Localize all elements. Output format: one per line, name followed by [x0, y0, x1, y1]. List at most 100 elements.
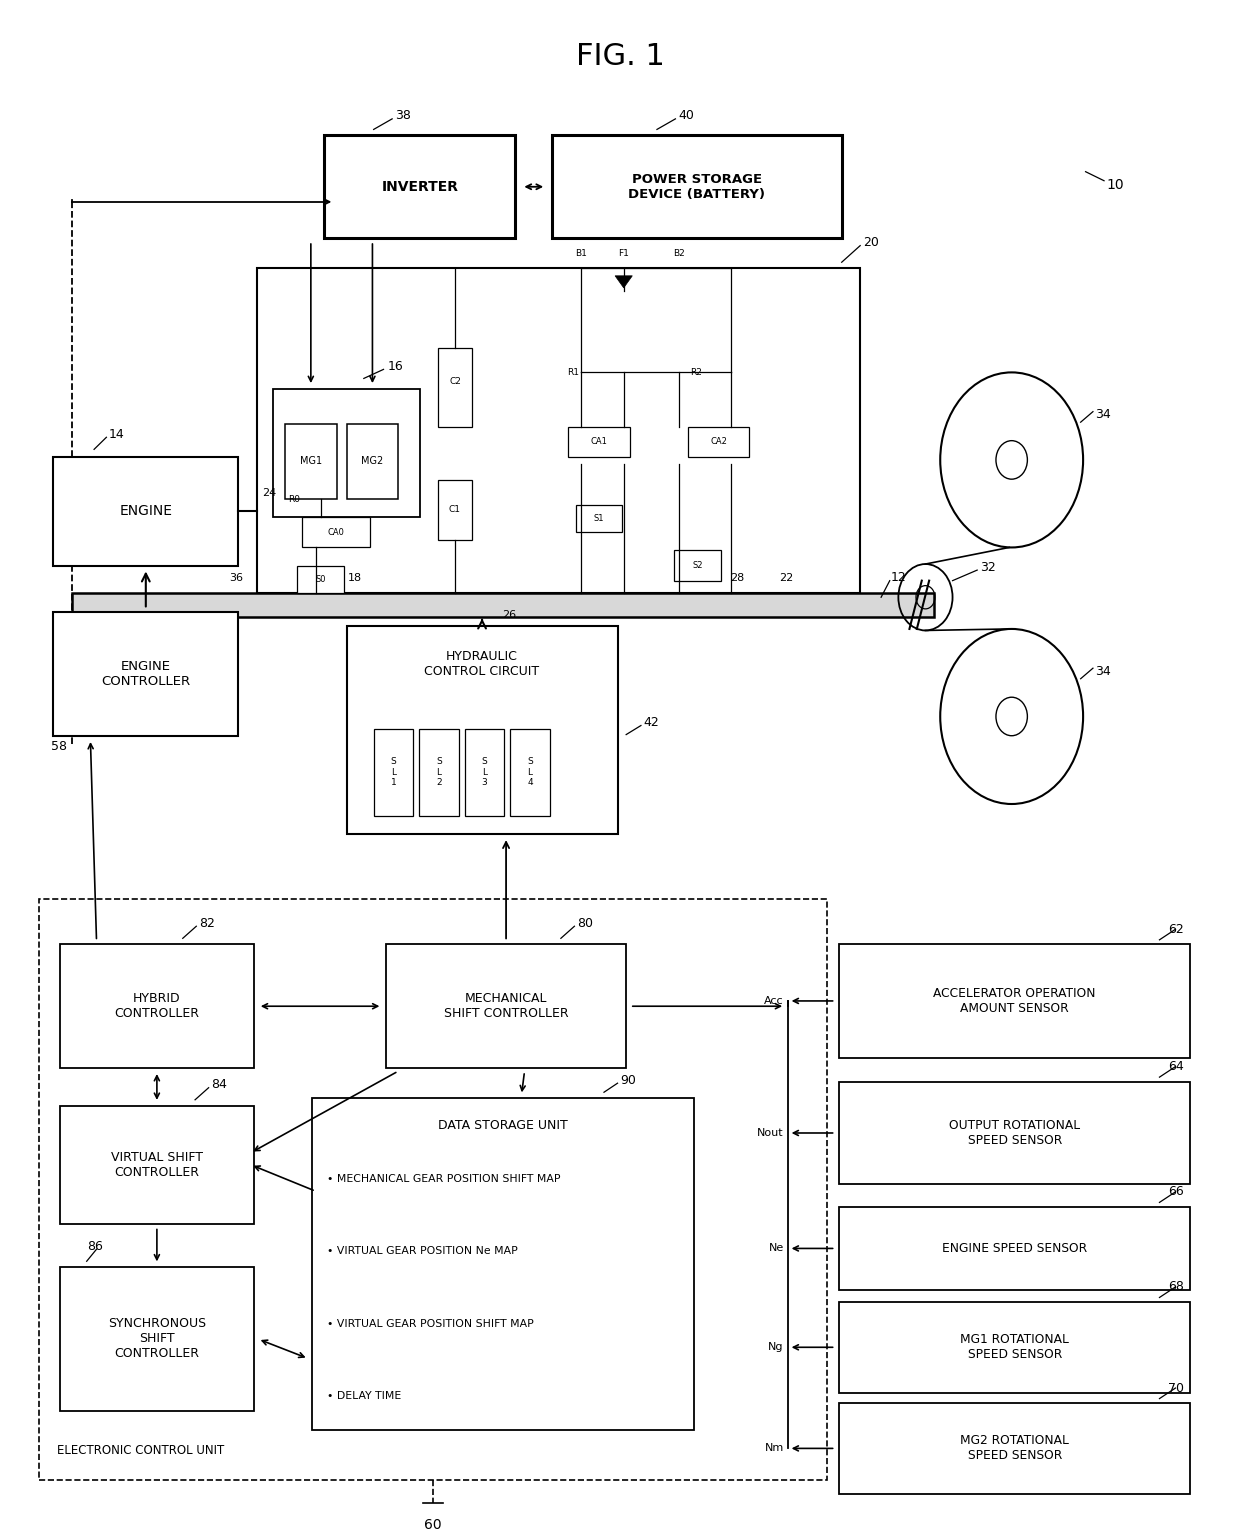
Bar: [373, 729, 413, 817]
Bar: [568, 427, 630, 457]
Text: Nout: Nout: [758, 1128, 784, 1137]
Text: • VIRTUAL GEAR POSITION Ne MAP: • VIRTUAL GEAR POSITION Ne MAP: [327, 1246, 517, 1256]
Text: 26: 26: [502, 611, 516, 620]
Text: R2: R2: [691, 368, 702, 378]
Bar: [72, 593, 934, 617]
Text: MECHANICAL
SHIFT CONTROLLER: MECHANICAL SHIFT CONTROLLER: [444, 992, 568, 1021]
Text: 16: 16: [387, 359, 403, 373]
Text: C2: C2: [449, 378, 461, 385]
Bar: [839, 1403, 1190, 1494]
Bar: [60, 1105, 254, 1223]
Text: 18: 18: [348, 573, 362, 583]
Text: CA2: CA2: [711, 437, 727, 447]
Text: 66: 66: [1168, 1185, 1184, 1199]
Text: 10: 10: [1106, 178, 1125, 192]
Bar: [303, 517, 370, 548]
Text: 36: 36: [228, 573, 243, 583]
Text: S
L
4: S L 4: [527, 757, 533, 787]
Text: C1: C1: [449, 505, 461, 514]
Bar: [346, 424, 398, 499]
Text: 38: 38: [394, 109, 410, 123]
Bar: [285, 424, 337, 499]
Bar: [839, 944, 1190, 1058]
Text: 40: 40: [678, 109, 693, 123]
Text: VIRTUAL SHIFT
CONTROLLER: VIRTUAL SHIFT CONTROLLER: [110, 1151, 203, 1179]
Text: 64: 64: [1168, 1061, 1184, 1073]
Text: S1: S1: [594, 514, 604, 523]
Text: 28: 28: [730, 573, 744, 583]
Text: 34: 34: [1095, 665, 1111, 677]
Text: 70: 70: [1168, 1382, 1184, 1394]
Text: ENGINE: ENGINE: [119, 503, 172, 519]
Bar: [438, 479, 472, 540]
Text: 32: 32: [980, 560, 996, 574]
Text: Acc: Acc: [764, 996, 784, 1005]
Text: 90: 90: [620, 1073, 636, 1087]
Text: • MECHANICAL GEAR POSITION SHIFT MAP: • MECHANICAL GEAR POSITION SHIFT MAP: [327, 1174, 560, 1183]
Text: CA1: CA1: [590, 437, 608, 447]
Bar: [298, 565, 345, 593]
Polygon shape: [615, 276, 632, 289]
Text: 42: 42: [644, 715, 660, 729]
Text: 24: 24: [262, 488, 277, 499]
Bar: [346, 626, 618, 834]
Text: 86: 86: [87, 1240, 103, 1253]
Text: POWER STORAGE
DEVICE (BATTERY): POWER STORAGE DEVICE (BATTERY): [629, 173, 765, 201]
Text: MG2: MG2: [361, 456, 383, 467]
Bar: [60, 944, 254, 1068]
Text: INVERTER: INVERTER: [382, 180, 459, 193]
Bar: [839, 1207, 1190, 1289]
Text: ACCELERATOR OPERATION
AMOUNT SENSOR: ACCELERATOR OPERATION AMOUNT SENSOR: [934, 987, 1096, 1015]
Bar: [552, 135, 842, 238]
Text: 34: 34: [1095, 408, 1111, 421]
Text: 60: 60: [424, 1518, 441, 1532]
Bar: [839, 1082, 1190, 1185]
Text: 12: 12: [892, 571, 906, 585]
Bar: [675, 551, 720, 580]
Text: B2: B2: [673, 249, 684, 258]
Text: MG2 ROTATIONAL
SPEED SENSOR: MG2 ROTATIONAL SPEED SENSOR: [960, 1434, 1069, 1463]
Bar: [386, 944, 626, 1068]
Text: S
L
1: S L 1: [391, 757, 397, 787]
Bar: [839, 1302, 1190, 1392]
Bar: [53, 612, 238, 737]
Text: CA0: CA0: [327, 528, 345, 537]
Text: 20: 20: [863, 236, 878, 249]
Bar: [575, 505, 622, 533]
Text: 62: 62: [1168, 923, 1184, 936]
Text: ELECTRONIC CONTROL UNIT: ELECTRONIC CONTROL UNIT: [57, 1444, 224, 1457]
Bar: [465, 729, 505, 817]
Text: SYNCHRONOUS
SHIFT
CONTROLLER: SYNCHRONOUS SHIFT CONTROLLER: [108, 1317, 206, 1360]
Text: S
L
3: S L 3: [481, 757, 487, 787]
Text: HYBRID
CONTROLLER: HYBRID CONTROLLER: [114, 992, 200, 1021]
Text: OUTPUT ROTATIONAL
SPEED SENSOR: OUTPUT ROTATIONAL SPEED SENSOR: [949, 1119, 1080, 1147]
Text: Ng: Ng: [769, 1342, 784, 1352]
Text: F1: F1: [619, 249, 629, 258]
Text: 80: 80: [577, 916, 593, 930]
Text: FIG. 1: FIG. 1: [575, 43, 665, 72]
Text: Nm: Nm: [765, 1443, 784, 1454]
Text: • VIRTUAL GEAR POSITION SHIFT MAP: • VIRTUAL GEAR POSITION SHIFT MAP: [327, 1319, 533, 1329]
Text: S
L
2: S L 2: [436, 757, 441, 787]
Text: ENGINE SPEED SENSOR: ENGINE SPEED SENSOR: [942, 1242, 1087, 1256]
Bar: [273, 388, 420, 517]
Bar: [60, 1268, 254, 1411]
Text: Ne: Ne: [769, 1243, 784, 1254]
Text: 84: 84: [211, 1078, 227, 1091]
Text: HYDRAULIC
CONTROL CIRCUIT: HYDRAULIC CONTROL CIRCUIT: [424, 649, 539, 677]
Bar: [511, 729, 549, 817]
Text: • DELAY TIME: • DELAY TIME: [327, 1391, 401, 1401]
Bar: [53, 457, 238, 565]
Bar: [325, 135, 516, 238]
Text: 82: 82: [198, 916, 215, 930]
Text: R0: R0: [288, 494, 300, 503]
Text: B1: B1: [574, 249, 587, 258]
Text: 68: 68: [1168, 1280, 1184, 1294]
Bar: [419, 729, 459, 817]
Text: 22: 22: [779, 573, 794, 583]
Bar: [38, 900, 827, 1480]
Text: ENGINE
CONTROLLER: ENGINE CONTROLLER: [102, 660, 191, 688]
Text: MG1: MG1: [300, 456, 322, 467]
Text: DATA STORAGE UNIT: DATA STORAGE UNIT: [438, 1119, 568, 1131]
Bar: [257, 269, 861, 593]
